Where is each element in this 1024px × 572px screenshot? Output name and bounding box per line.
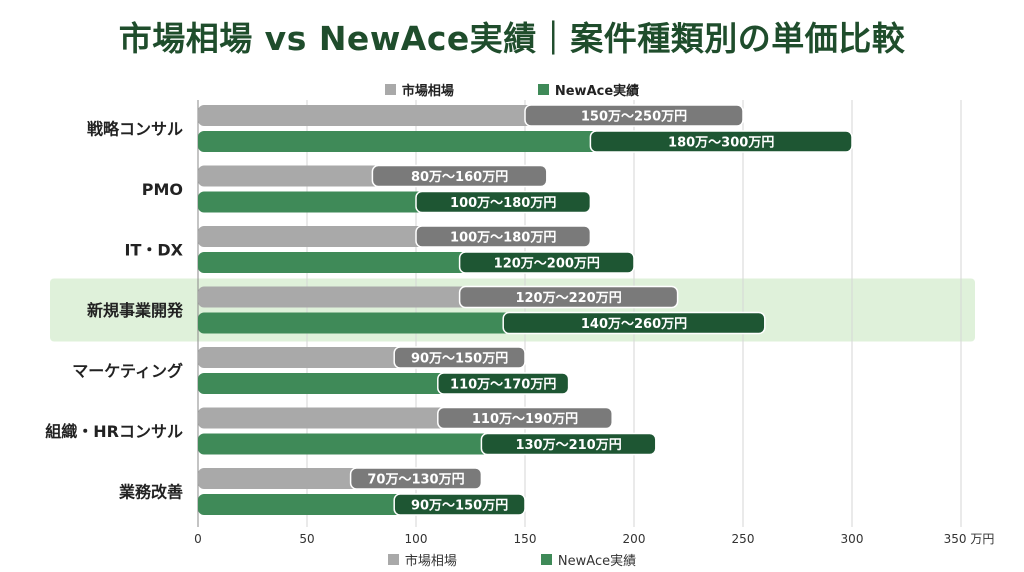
data-label-market: 70万～130万円 — [367, 473, 464, 488]
x-tick-label: 200 — [623, 532, 646, 546]
data-label-market: 150万～250万円 — [581, 110, 687, 125]
data-label-market: 120万～220万円 — [515, 291, 621, 306]
bar-newace-range — [437, 372, 570, 395]
legend-item-market-bottom: 市場相場 — [387, 550, 457, 569]
bar-market-range — [524, 104, 744, 127]
legend-label-market: 市場相場 — [401, 84, 454, 99]
data-label-market: 110万～190万円 — [472, 412, 578, 427]
legend-swatch-market — [384, 84, 396, 95]
bar-newace-range — [502, 311, 766, 335]
bar-newace-range — [415, 190, 592, 214]
category-label: PMO — [142, 180, 183, 199]
bar-market-range — [349, 467, 483, 490]
data-label-newace: 100万～180万円 — [450, 196, 556, 211]
bar-market-range — [415, 225, 592, 248]
legend-label-market-bottom: 市場相場 — [404, 554, 457, 569]
legend-label-newace-bottom: NewAce実績 — [557, 554, 637, 569]
legend-bottom: 市場相場 NewAce実績 — [0, 550, 1024, 569]
data-label-newace: 130万～210万円 — [515, 438, 621, 453]
data-label-market: 80万～160万円 — [411, 170, 508, 185]
bar-market-range — [371, 164, 548, 188]
bar-newace-range — [589, 130, 853, 153]
category-label: 新規事業開発 — [87, 301, 184, 320]
data-label-newace: 90万～150万円 — [411, 499, 508, 514]
legend-swatch-newace — [537, 84, 549, 95]
legend-item-market: 市場相場 — [384, 80, 454, 99]
data-label-newace: 180万～300万円 — [668, 136, 774, 151]
bar-newace-range — [458, 251, 635, 274]
x-tick-label: 300 — [841, 532, 864, 546]
category-label: 戦略コンサル — [87, 120, 183, 139]
data-label-market: 100万～180万円 — [450, 231, 556, 246]
chart-title: 市場相場 vs NewAce実績｜案件種類別の単価比較 — [118, 19, 906, 58]
legend-swatch-newace-bottom — [540, 554, 552, 565]
category-label: 業務改善 — [118, 483, 183, 502]
x-tick-label: 250 — [732, 532, 755, 546]
x-tick-label: 50 — [299, 532, 314, 546]
bar-market-range — [458, 285, 679, 309]
data-label-newace: 110万～170万円 — [450, 378, 556, 393]
data-label-market: 90万～150万円 — [411, 352, 508, 367]
bar-newace-range — [393, 493, 526, 516]
legend-item-newace-bottom: NewAce実績 — [540, 550, 637, 569]
legend-swatch-market-bottom — [387, 554, 399, 565]
legend-top: 市場相場 NewAce実績 — [0, 80, 1024, 99]
x-tick-label: 150 — [514, 532, 537, 546]
data-label-newace: 140万～260万円 — [581, 317, 687, 332]
bar-newace-range — [480, 432, 657, 456]
x-tick-label: 0 — [194, 532, 202, 546]
category-label: 組織・HRコンサル — [45, 422, 183, 441]
x-tick-label: 350 万円 — [944, 532, 995, 546]
x-tick-label: 100 — [405, 532, 428, 546]
legend-item-newace: NewAce実績 — [537, 80, 640, 99]
category-label: マーケティング — [72, 362, 183, 381]
legend-label-newace: NewAce実績 — [554, 84, 640, 99]
bar-market-range — [393, 346, 526, 369]
data-label-newace: 120万～200万円 — [494, 257, 600, 272]
category-label: IT・DX — [125, 241, 184, 260]
bar-market-range — [437, 406, 613, 430]
